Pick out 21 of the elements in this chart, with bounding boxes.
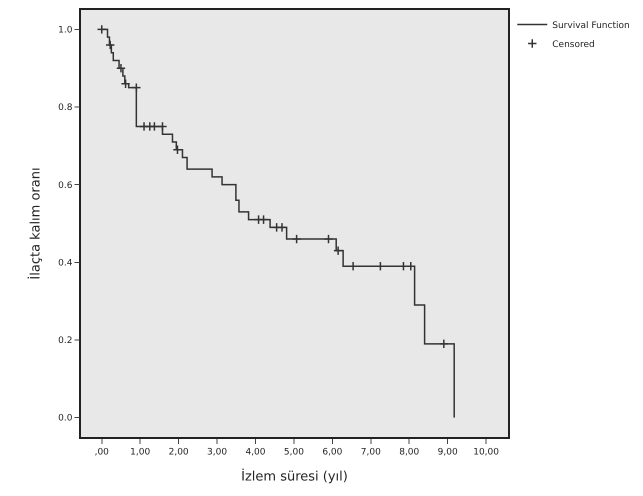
x-tick-label: 7,00 [360, 448, 382, 458]
y-tick-label: 0.6 [58, 180, 73, 191]
x-tick-label: 1,00 [130, 448, 150, 458]
x-tick-label: 2,00 [168, 448, 189, 458]
y-tick-label: 0.0 [58, 414, 73, 424]
x-tick-label: 9,00 [438, 448, 458, 458]
x-tick-label: 10,00 [473, 448, 500, 458]
y-tick-label: 1.0 [58, 26, 73, 36]
legend-label: Censored [552, 40, 595, 50]
y-axis-title: İlaçta kalım oranı [28, 167, 44, 280]
x-tick-label: ,00 [94, 448, 110, 458]
legend-label: Survival Function [552, 21, 630, 32]
y-tick-label: 0.2 [58, 336, 72, 346]
x-tick-label: 4,00 [245, 448, 266, 458]
x-axis-title: İzlem süresi (yıl) [241, 468, 348, 485]
x-tick-label: 8,00 [399, 448, 420, 458]
x-tick-label: 3,00 [207, 448, 228, 458]
y-tick-label: 0.4 [58, 258, 73, 268]
x-tick-label: 5,00 [284, 448, 304, 458]
y-tick-label: 0.8 [58, 103, 73, 114]
x-tick-label: 6,00 [322, 448, 343, 458]
